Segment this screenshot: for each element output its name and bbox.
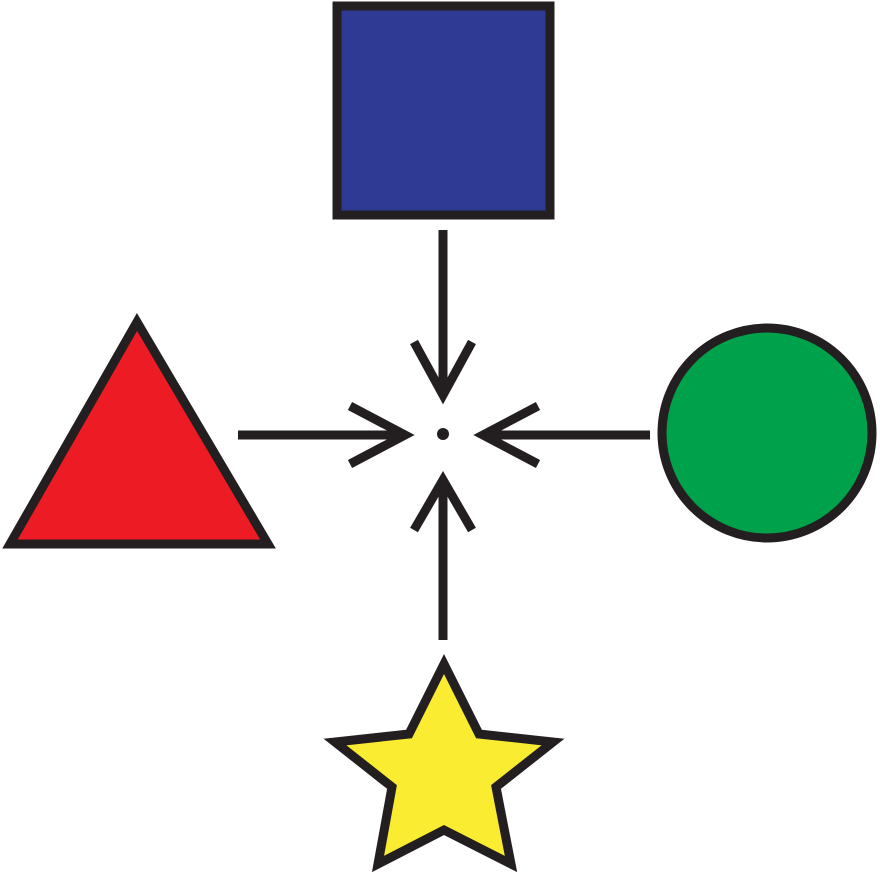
- center-dot: [437, 428, 449, 440]
- square-icon: [337, 6, 550, 215]
- circle-icon: [662, 328, 872, 538]
